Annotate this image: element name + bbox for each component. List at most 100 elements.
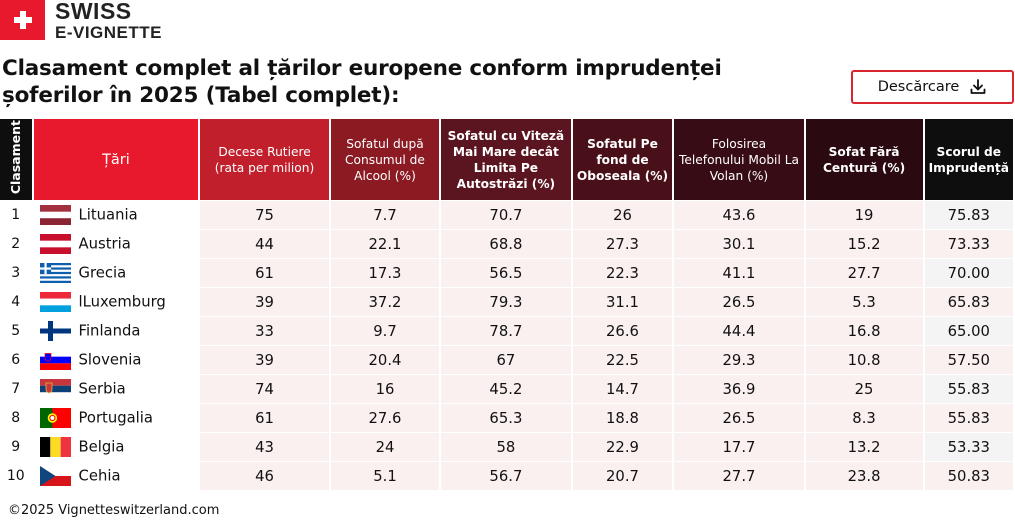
- country-name: Grecia: [78, 264, 127, 281]
- table-row: 4 lLuxemburg 39 37.2 79.3 31.1 26.5 5.3 65.83: [0, 287, 1013, 316]
- drunk-driving-cell: 27.6: [330, 403, 440, 432]
- country-name: lLuxemburg: [78, 293, 166, 310]
- road-deaths-cell: 74: [200, 374, 329, 403]
- fatigue-cell: 22.5: [572, 345, 673, 374]
- rank-cell: 3: [11, 264, 21, 281]
- drunk-driving-cell: 24: [330, 432, 440, 461]
- no-seatbelt-cell: 16.8: [805, 316, 923, 345]
- speeding-cell: 58: [441, 432, 571, 461]
- phone-use-cell: 36.9: [674, 374, 804, 403]
- score-cell: 65.00: [924, 316, 1013, 345]
- table-row: 9 Belgia 43 24 58 22.9 17.7 13.2 53.33: [0, 432, 1013, 461]
- drunk-driving-cell: 22.1: [330, 229, 440, 258]
- country-cell: Lituania: [34, 200, 199, 229]
- header-drunk-driving: Sofatul după Consumul de Alcool (%): [330, 119, 440, 200]
- road-deaths-cell: 39: [200, 287, 329, 316]
- score-cell: 55.83: [924, 374, 1013, 403]
- no-seatbelt-cell: 27.7: [805, 258, 923, 287]
- country-name: Portugalia: [78, 409, 153, 426]
- greece-flag-icon: [39, 262, 71, 283]
- phone-use-cell: 27.7: [674, 461, 804, 490]
- phone-use-cell: 26.5: [674, 287, 804, 316]
- header-speeding: Sofatul cu Viteză Mai Mare decât Limita …: [441, 119, 571, 200]
- fatigue-cell: 18.8: [572, 403, 673, 432]
- header-road-deaths: Decese Rutiere (rata per milion): [200, 119, 329, 200]
- belgium-flag-icon: [39, 436, 71, 457]
- fatigue-cell: 22.9: [572, 432, 673, 461]
- header-fatigue: Sofatul Pe fond de Oboseala (%): [572, 119, 673, 200]
- download-button[interactable]: Descărcare: [851, 70, 1014, 104]
- country-name: Finlanda: [78, 322, 141, 339]
- phone-use-cell: 41.1: [674, 258, 804, 287]
- footer-copyright: ©2025 Vignetteswitzerland.com: [8, 503, 220, 518]
- drunk-driving-cell: 7.7: [330, 200, 440, 229]
- road-deaths-cell: 33: [200, 316, 329, 345]
- header-rank: Clasament: [0, 119, 32, 200]
- phone-use-cell: 44.4: [674, 316, 804, 345]
- rank-cell: 6: [11, 351, 21, 368]
- table-row: 6 Slovenia 39 20.4 67 22.5 29.3 10.8 57.50: [0, 345, 1013, 374]
- table-row: 5 Finlanda 33 9.7 78.7 26.6 44.4 16.8 65.00: [0, 316, 1013, 345]
- phone-use-cell: 17.7: [674, 432, 804, 461]
- country-name: Austria: [78, 235, 131, 252]
- rank-cell: 2: [11, 235, 21, 252]
- drunk-driving-cell: 9.7: [330, 316, 440, 345]
- lithuania-flag-icon: [39, 204, 71, 225]
- speeding-cell: 68.8: [441, 229, 571, 258]
- table-header-row: Clasament Țări Decese Rutiere (rata per …: [0, 119, 1013, 200]
- rank-cell: 9: [11, 438, 21, 455]
- rank-cell: 7: [11, 380, 21, 397]
- table-row: 10 Cehia 46 5.1 56.7 20.7 27.7 23.8 50.83: [0, 461, 1013, 490]
- country-cell: Cehia: [34, 461, 199, 490]
- portugal-flag-icon: [39, 407, 71, 428]
- road-deaths-cell: 75: [200, 200, 329, 229]
- table-row: 1 Lituania 75 7.7 70.7 26 43.6 19 75.83: [0, 200, 1013, 229]
- header-country: Țări: [33, 119, 199, 200]
- czechia-flag-icon: [39, 465, 71, 486]
- finland-flag-icon: [39, 320, 71, 341]
- speeding-cell: 67: [441, 345, 571, 374]
- score-cell: 75.83: [924, 200, 1013, 229]
- no-seatbelt-cell: 15.2: [805, 229, 923, 258]
- road-deaths-cell: 46: [200, 461, 329, 490]
- road-deaths-cell: 44: [200, 229, 329, 258]
- fatigue-cell: 31.1: [572, 287, 673, 316]
- score-cell: 65.83: [924, 287, 1013, 316]
- speeding-cell: 65.3: [441, 403, 571, 432]
- phone-use-cell: 26.5: [674, 403, 804, 432]
- country-name: Belgia: [78, 438, 125, 455]
- download-label: Descărcare: [877, 79, 960, 95]
- speeding-cell: 78.7: [441, 316, 571, 345]
- score-cell: 55.83: [924, 403, 1013, 432]
- table-row: 8 Portugalia 61 27.6 65.3 18.8 26.5 8.3 55.83: [0, 403, 1013, 432]
- drunk-driving-cell: 16: [330, 374, 440, 403]
- fatigue-cell: 26: [572, 200, 673, 229]
- country-cell: Serbia: [34, 374, 199, 403]
- country-name: Serbia: [78, 380, 126, 397]
- page-title: Clasament complet al țărilor europene co…: [2, 56, 722, 108]
- brand-subname: E-VIGNETTE: [55, 22, 163, 42]
- no-seatbelt-cell: 25: [805, 374, 923, 403]
- country-name: Cehia: [78, 467, 121, 484]
- slovenia-flag-icon: [39, 349, 71, 370]
- no-seatbelt-cell: 5.3: [805, 287, 923, 316]
- country-name: Slovenia: [78, 351, 142, 368]
- header-phone-use: Folosirea Telefonului Mobil La Volan (%): [674, 119, 804, 200]
- rank-cell: 10: [6, 467, 25, 484]
- drunk-driving-cell: 5.1: [330, 461, 440, 490]
- country-cell: Portugalia: [34, 403, 199, 432]
- score-cell: 53.33: [924, 432, 1013, 461]
- brand-logo: SWISS E-VIGNETTE: [0, 0, 163, 42]
- speeding-cell: 79.3: [441, 287, 571, 316]
- table-row: 3 Grecia 61 17.3 56.5 22.3 41.1 27.7 70.00: [0, 258, 1013, 287]
- phone-use-cell: 29.3: [674, 345, 804, 374]
- score-cell: 50.83: [924, 461, 1013, 490]
- country-cell: Finlanda: [34, 316, 199, 345]
- fatigue-cell: 20.7: [572, 461, 673, 490]
- luxembourg-flag-icon: [39, 291, 71, 312]
- country-name: Lituania: [78, 206, 138, 223]
- austria-flag-icon: [39, 233, 71, 254]
- no-seatbelt-cell: 8.3: [805, 403, 923, 432]
- fatigue-cell: 26.6: [572, 316, 673, 345]
- brand-name: SWISS: [55, 0, 132, 24]
